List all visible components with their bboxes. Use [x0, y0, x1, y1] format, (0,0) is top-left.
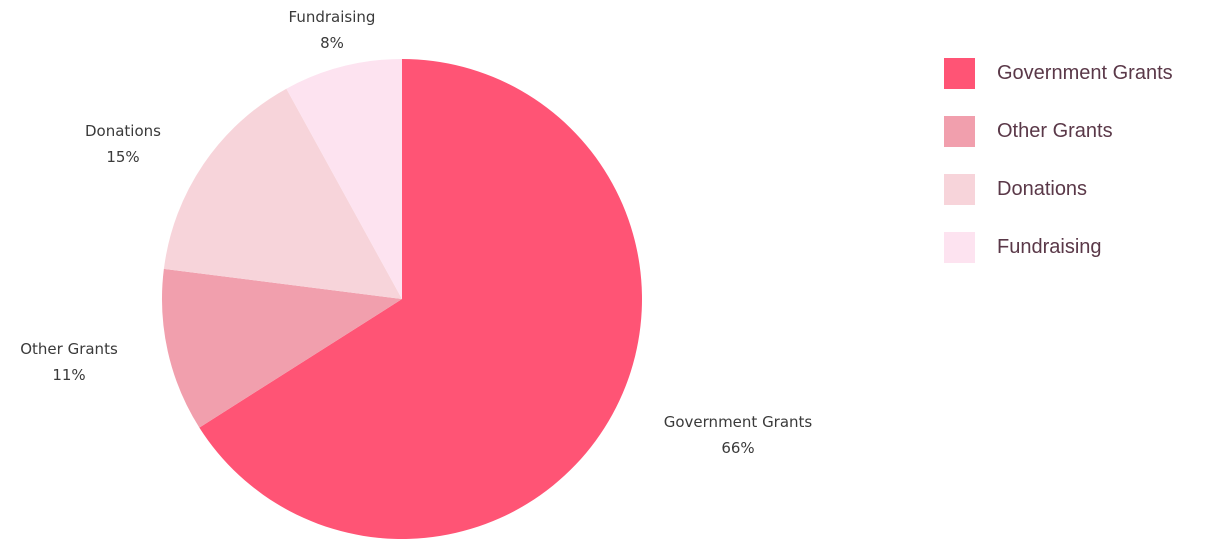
- legend-label-other-grants: Other Grants: [997, 119, 1113, 142]
- legend-swatch-government-grants: [944, 57, 975, 89]
- slice-value-donations: 15%: [106, 148, 139, 166]
- legend-label-donations: Donations: [997, 177, 1088, 200]
- slice-label-donations: Donations: [85, 122, 161, 140]
- slice-label-other-grants: Other Grants: [20, 340, 118, 358]
- legend-label-fundraising: Fundraising: [997, 235, 1102, 258]
- slice-label-fundraising: Fundraising: [289, 8, 376, 26]
- legend-swatch-fundraising: [944, 231, 975, 263]
- legend-item-fundraising[interactable]: Fundraising: [944, 231, 1173, 263]
- pie-slice-other-grants[interactable]: [161, 268, 402, 428]
- slice-labels: Government Grants 66% Other Grants 11% Donat…: [20, 8, 812, 457]
- legend-item-government-grants[interactable]: Government Grants: [944, 57, 1173, 89]
- slice-value-fundraising: 8%: [320, 34, 344, 52]
- legend-swatch-donations: [944, 173, 975, 205]
- pie-slice-fundraising[interactable]: [286, 59, 402, 299]
- slice-label-government-grants: Government Grants: [664, 413, 813, 431]
- legend-item-donations[interactable]: Donations: [944, 173, 1173, 205]
- slice-value-government-grants: 66%: [721, 439, 754, 457]
- legend-label-government-grants: Government Grants: [997, 61, 1173, 84]
- pie-slices: [161, 59, 642, 540]
- legend-swatch-other-grants: [944, 115, 975, 147]
- legend-item-other-grants[interactable]: Other Grants: [944, 115, 1173, 147]
- pie-slice-donations[interactable]: [163, 88, 402, 299]
- slice-value-other-grants: 11%: [52, 366, 85, 384]
- pie-slice-government-grants[interactable]: [199, 59, 642, 540]
- legend: Government Grants Other Grants Donations…: [944, 57, 1173, 290]
